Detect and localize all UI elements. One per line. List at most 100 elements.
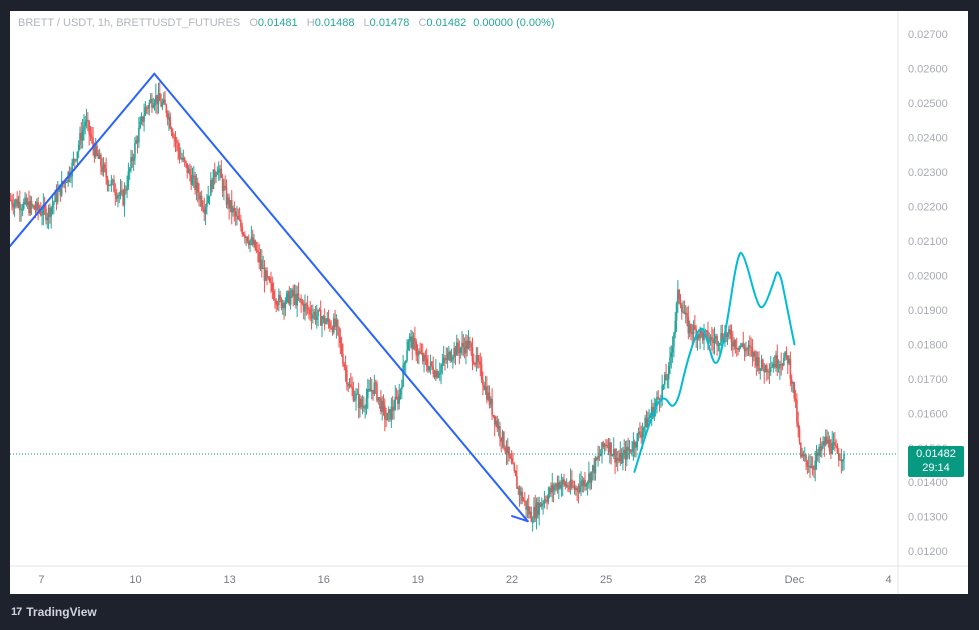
candle-body	[343, 364, 346, 367]
candle-body	[203, 209, 206, 214]
candle-body	[45, 208, 47, 221]
candle-body	[479, 361, 482, 365]
candle-body	[738, 345, 741, 350]
candle-body	[230, 200, 233, 213]
candle-body	[84, 121, 87, 126]
candle-body	[534, 506, 537, 519]
y-tick-label: 0.02100	[908, 236, 948, 248]
candle-body	[666, 379, 669, 381]
candle-body	[83, 125, 85, 130]
candle-body	[89, 133, 92, 137]
candle-body	[359, 398, 361, 408]
candle-body	[594, 457, 597, 474]
candle-body	[13, 202, 16, 208]
candle-body	[697, 334, 700, 339]
candle-body	[546, 501, 548, 503]
candle-body	[275, 300, 278, 305]
candle-body	[264, 270, 267, 281]
candle-body	[398, 394, 401, 404]
candle-body	[466, 340, 469, 349]
candle-body	[274, 298, 276, 301]
candle-body	[56, 191, 59, 202]
candle-body	[257, 250, 259, 253]
candle-body	[564, 482, 567, 487]
candle-body	[173, 137, 175, 139]
candle-body	[503, 431, 505, 448]
candle-body	[837, 453, 840, 461]
candle-body	[720, 333, 722, 343]
candle-body	[476, 354, 479, 362]
candle-body	[179, 157, 182, 159]
candle-body	[110, 180, 113, 186]
candle-body	[743, 347, 746, 352]
candle-body	[822, 441, 824, 446]
candle-body	[322, 315, 325, 320]
candle-body	[113, 179, 115, 193]
candle-body	[790, 379, 793, 384]
candle-body	[523, 500, 526, 502]
y-tick-label: 0.01700	[908, 374, 948, 386]
candle-body	[55, 192, 58, 202]
candle-body	[134, 143, 136, 159]
candle-body	[686, 312, 688, 317]
candle-body	[39, 211, 42, 215]
candle-body	[759, 368, 762, 371]
tradingview-branding[interactable]: 17 TradingView	[11, 604, 97, 620]
candle-body	[840, 459, 843, 462]
candle-body	[270, 281, 272, 284]
candle-body	[254, 240, 257, 250]
candle-body	[225, 187, 228, 205]
candle-body	[677, 290, 679, 304]
candle-body	[276, 304, 279, 306]
candle-body	[491, 398, 493, 415]
candle-body	[432, 366, 435, 374]
candle-body	[287, 291, 289, 294]
candle-body	[364, 407, 366, 409]
candle-body	[149, 99, 152, 103]
candle-body	[200, 195, 203, 207]
candle-body	[325, 321, 327, 324]
candle-body	[781, 365, 784, 367]
candle-body	[733, 340, 735, 347]
candle-body	[776, 355, 779, 368]
candle-body	[262, 267, 264, 269]
candle-body	[504, 447, 506, 452]
projection-drawing[interactable]	[633, 251, 796, 473]
candle-body	[696, 334, 699, 340]
candle-body	[688, 324, 691, 334]
x-tick-label: 28	[694, 574, 706, 586]
trendline[interactable]	[10, 72, 156, 248]
legend-symbol[interactable]: BRETT / USDT, 1h, BRETTUSDT_FUTURES	[18, 17, 241, 29]
candle-body	[506, 446, 509, 454]
candle-body	[828, 439, 831, 451]
candle-body	[421, 353, 424, 362]
chart-pane[interactable]	[10, 11, 968, 594]
candle-body	[121, 190, 123, 192]
candle-body	[268, 277, 271, 282]
candle-body	[694, 325, 696, 330]
candle-body	[336, 319, 339, 328]
candle-body	[321, 319, 323, 326]
candle-body	[152, 105, 155, 108]
candle-body	[678, 290, 680, 300]
candle-body	[300, 298, 302, 303]
candle-body	[42, 204, 45, 215]
candle-body	[217, 169, 220, 173]
candle-body	[128, 168, 131, 172]
candle-body	[348, 384, 351, 387]
candle-body	[111, 179, 114, 181]
candle-body	[601, 442, 603, 454]
trendline[interactable]	[153, 72, 529, 523]
chart-plot[interactable]: 0.02700 0.02600 0.02500 0.02400 0.02300 0.022…	[10, 11, 968, 594]
candle-body	[588, 473, 590, 483]
candle-body	[70, 176, 72, 178]
candle-body	[766, 365, 768, 373]
trendline[interactable]	[511, 515, 529, 523]
candle-body	[752, 351, 755, 357]
candle-body	[144, 107, 147, 116]
candle-body	[122, 191, 124, 206]
candle-body	[644, 417, 646, 428]
candle-body	[107, 184, 110, 186]
candle-body	[334, 318, 336, 327]
candle-body	[462, 342, 465, 347]
